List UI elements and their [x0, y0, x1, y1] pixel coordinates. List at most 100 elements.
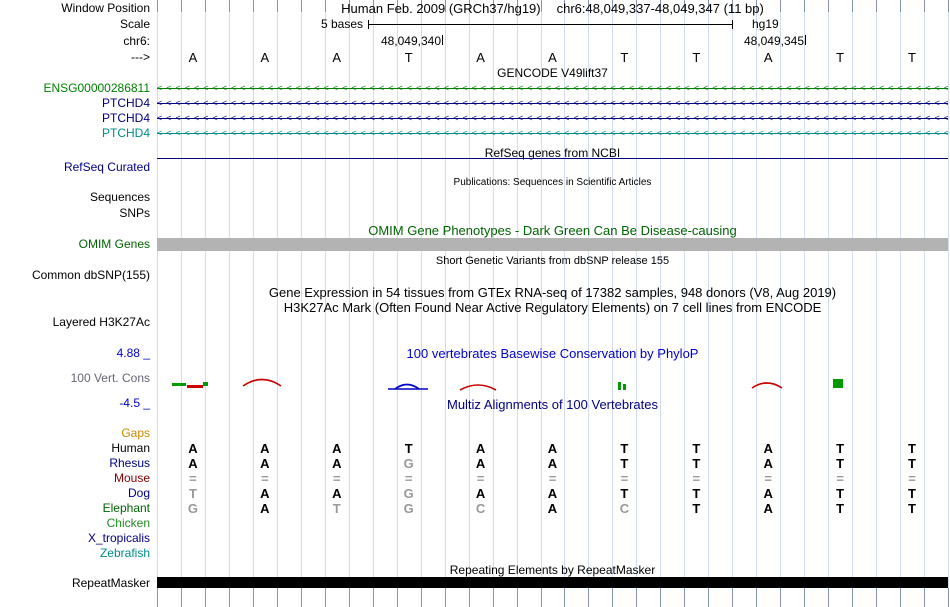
omim-track-bar[interactable]: [157, 238, 948, 251]
gene-label[interactable]: PTCHD4: [101, 126, 150, 140]
strand-chevrons: <<<<<<<<<<<<<<<<<<<<<<<<<<<<<<<<<<<<<<<<…: [157, 83, 948, 93]
repeatmasker-label[interactable]: RepeatMasker: [71, 576, 150, 590]
refseq-track-line[interactable]: [157, 158, 948, 159]
ruler-base: A: [548, 49, 557, 65]
alignment-base: C: [619, 501, 630, 516]
alignment-base: A: [763, 486, 773, 501]
alignment-base: A: [332, 486, 342, 501]
alignment-base: A: [763, 456, 773, 471]
phylop-header: 100 vertebrates Basewise Conservation by…: [406, 346, 699, 361]
ruler-base: T: [620, 49, 629, 65]
gene-track-item[interactable]: <<<<<<<<<<<<<<<<<<<<<<<<<<<<<<<<<<<<<<<<…: [157, 82, 948, 95]
gaps-label[interactable]: Gaps: [121, 426, 150, 440]
alignment-base: A: [475, 486, 486, 501]
alignment-base: A: [260, 441, 270, 456]
gene-track-item[interactable]: <<<<<<<<<<<<<<<<<<<<<<<<<<<<<<<<<<<<<<<<…: [157, 97, 948, 110]
alignment-base: C: [475, 501, 486, 516]
snps-label[interactable]: SNPs: [119, 206, 150, 220]
scale-label: Scale: [119, 17, 150, 31]
ruler-base: T: [404, 49, 413, 65]
alignment-base: T: [908, 441, 916, 456]
alignment-base: =: [189, 471, 197, 486]
alignment-base: =: [548, 471, 557, 486]
alignment-base: A: [763, 441, 773, 456]
alignment-base: A: [475, 456, 486, 471]
chrom-label: chr6:: [123, 34, 150, 48]
strand-chevrons: <<<<<<<<<<<<<<<<<<<<<<<<<<<<<<<<<<<<<<<<…: [157, 113, 948, 123]
repeat-header: Repeating Elements by RepeatMasker: [449, 563, 656, 577]
gene-label[interactable]: PTCHD4: [101, 111, 150, 125]
scale-bar: [368, 20, 733, 29]
species-label-mouse[interactable]: Mouse: [113, 471, 150, 485]
grid-guidelines: [157, 0, 949, 607]
alignment-base: T: [404, 441, 413, 456]
alignment-base: A: [547, 456, 558, 471]
cons-track-label[interactable]: 100 Vert. Cons: [70, 371, 150, 385]
coord-left-tick: [442, 35, 443, 45]
position-title: chr6:48,049,337-48,049,347 (11 bp): [556, 1, 764, 16]
alignment-row-mouse: = = = = = = = = = = =: [157, 471, 948, 486]
alignment-base: A: [260, 456, 270, 471]
omim-header: OMIM Gene Phenotypes - Dark Green Can Be…: [368, 223, 737, 238]
alignment-base: T: [908, 501, 916, 516]
alignment-base: T: [692, 441, 701, 456]
conservation-wiggle[interactable]: [157, 370, 948, 398]
gtex-header: Gene Expression in 54 tissues from GTEx …: [268, 285, 837, 300]
alignment-base: T: [692, 486, 701, 501]
strand-chevrons: <<<<<<<<<<<<<<<<<<<<<<<<<<<<<<<<<<<<<<<<…: [157, 128, 948, 138]
refseq-header: RefSeq genes from NCBI: [484, 146, 621, 160]
alignment-base: T: [908, 486, 916, 501]
ruler-base: A: [332, 49, 342, 65]
repeatmasker-track-bar[interactable]: [157, 577, 948, 588]
cons-max-value: 4.88 _: [116, 346, 150, 360]
multiz-header: Multiz Alignments of 100 Vertebrates: [446, 397, 658, 412]
h3k27ac-header: H3K27Ac Mark (Often Found Near Active Re…: [283, 300, 822, 315]
track-labels-sidebar: Window Position Scale chr6: ---> RefSeq …: [0, 0, 153, 607]
alignment-base: A: [547, 486, 558, 501]
alignment-base: T: [836, 441, 845, 456]
layered-h3k27ac-label[interactable]: Layered H3K27Ac: [52, 315, 150, 329]
species-label-elephant[interactable]: Elephant: [102, 501, 150, 515]
alignment-base: A: [475, 441, 486, 456]
coord-right: 48,049,345: [743, 34, 804, 48]
alignment-base: T: [692, 456, 701, 471]
omim-genes-label[interactable]: OMIM Genes: [78, 237, 150, 251]
gene-track-item[interactable]: <<<<<<<<<<<<<<<<<<<<<<<<<<<<<<<<<<<<<<<<…: [157, 112, 948, 125]
alignment-base: A: [547, 501, 558, 516]
alignment-base: =: [764, 471, 773, 486]
strand-arrow-label: --->: [131, 50, 150, 64]
track-display-area: Human Feb. 2009 (GRCh37/hg19) chr6:48,049…: [157, 0, 948, 607]
alignment-base: T: [692, 501, 701, 516]
species-label-dog[interactable]: Dog: [127, 486, 150, 500]
alignment-base: A: [763, 501, 773, 516]
alignment-base: T: [188, 486, 197, 501]
gene-track-item[interactable]: <<<<<<<<<<<<<<<<<<<<<<<<<<<<<<<<<<<<<<<<…: [157, 127, 948, 140]
species-label-human[interactable]: Human: [111, 441, 150, 455]
alignment-base: T: [620, 456, 629, 471]
common-dbsnp-label[interactable]: Common dbSNP(155): [31, 268, 150, 282]
alignment-base: =: [261, 471, 269, 486]
species-label-zebrafish[interactable]: Zebrafish: [99, 546, 150, 560]
ruler-base: A: [260, 49, 270, 65]
species-label-x_tropicalis[interactable]: X_tropicalis: [87, 531, 150, 545]
ruler-base: A: [476, 49, 485, 65]
alignment-base: T: [908, 456, 916, 471]
gencode-header: GENCODE V49lift37: [497, 66, 608, 80]
alignment-base: =: [476, 471, 485, 486]
sequences-label[interactable]: Sequences: [89, 190, 150, 204]
cons-min-value: -4.5 _: [119, 396, 150, 410]
coord-left: 48,049,340: [380, 34, 441, 48]
ruler-base: T: [692, 49, 701, 65]
species-label-rhesus[interactable]: Rhesus: [109, 456, 150, 470]
gene-label[interactable]: ENSG00000286811: [43, 81, 150, 95]
alignment-base: T: [332, 501, 341, 516]
species-label-chicken[interactable]: Chicken: [106, 516, 150, 530]
refseq-curated-label[interactable]: RefSeq Curated: [63, 160, 150, 174]
scale-value: 5 bases: [320, 17, 363, 31]
alignment-base: =: [404, 471, 413, 486]
gene-label[interactable]: PTCHD4: [101, 96, 150, 110]
alignment-base: G: [403, 456, 414, 471]
alignment-base: A: [332, 441, 342, 456]
